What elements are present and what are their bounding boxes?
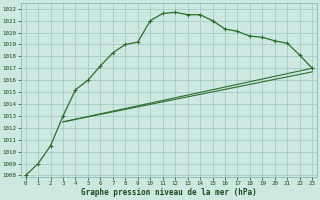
X-axis label: Graphe pression niveau de la mer (hPa): Graphe pression niveau de la mer (hPa) — [81, 188, 257, 197]
